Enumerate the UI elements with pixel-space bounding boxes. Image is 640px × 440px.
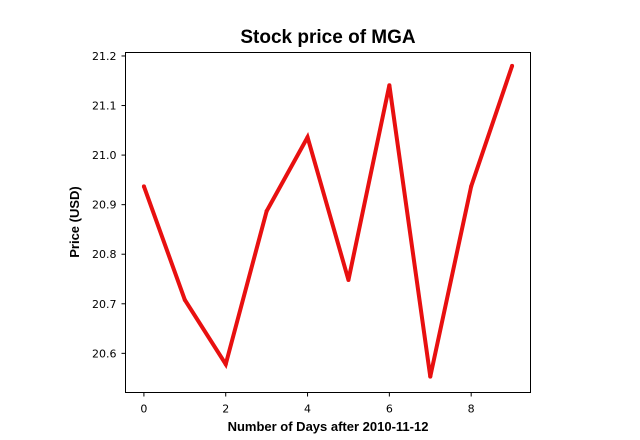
- x-axis-label: Number of Days after 2010-11-12: [228, 419, 429, 434]
- series-line: [142, 65, 514, 378]
- data-point: [428, 374, 433, 379]
- x-axis: 0 2 4 6 8: [140, 392, 475, 416]
- data-point: [264, 209, 269, 214]
- data-point: [305, 135, 310, 140]
- data-point: [346, 277, 351, 282]
- y-tick-label: 21.2: [92, 50, 117, 63]
- x-tick-label: 4: [304, 403, 311, 416]
- x-tick-label: 2: [222, 403, 229, 416]
- y-tick-label: 20.8: [92, 248, 117, 261]
- plot-frame: [125, 52, 531, 393]
- y-tick-label: 20.7: [92, 298, 117, 311]
- plot-series: [141, 63, 515, 379]
- y-tick-label: 20.9: [92, 199, 117, 212]
- y-axis-label: Price (USD): [67, 186, 82, 258]
- chart-title: Stock price of MGA: [240, 27, 416, 48]
- x-tick-label: 6: [386, 403, 393, 416]
- data-point: [510, 63, 515, 68]
- x-tick-label: 8: [468, 403, 475, 416]
- y-tick-label: 21.1: [92, 100, 117, 113]
- data-point: [141, 184, 146, 189]
- data-point: [223, 362, 228, 367]
- y-tick-label: 21.0: [92, 149, 117, 162]
- y-axis: 20.6 20.7 20.8 20.9 21.0 21.1 21.2: [92, 50, 126, 360]
- y-tick-label: 20.6: [92, 347, 117, 360]
- data-point: [469, 184, 474, 189]
- x-tick-label: 0: [140, 403, 147, 416]
- data-point: [182, 297, 187, 302]
- data-point: [387, 83, 392, 88]
